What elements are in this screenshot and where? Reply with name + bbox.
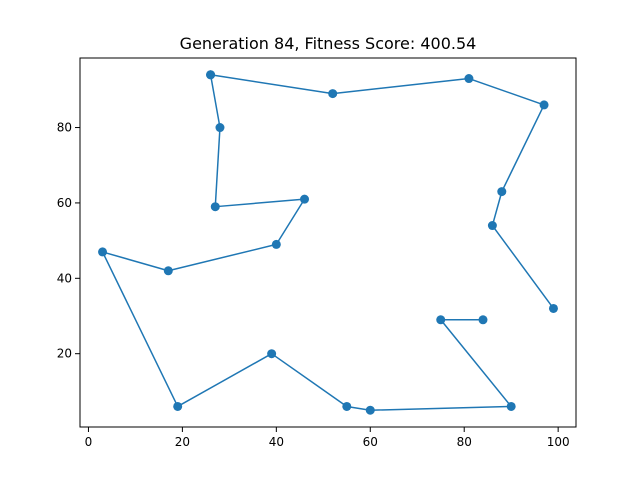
route-line-2 bbox=[101, 74, 512, 411]
x-tick-label: 20 bbox=[175, 435, 190, 449]
y-tick-label: 60 bbox=[57, 196, 72, 210]
x-tick-label: 80 bbox=[457, 435, 472, 449]
city-point bbox=[497, 187, 507, 197]
x-tick-label: 0 bbox=[85, 435, 93, 449]
city-point bbox=[210, 202, 220, 212]
city-point bbox=[478, 315, 488, 325]
axes-frame bbox=[79, 57, 577, 428]
city-point bbox=[487, 221, 497, 231]
city-point bbox=[365, 405, 375, 415]
y-tick-label: 20 bbox=[57, 347, 72, 361]
city-point bbox=[548, 303, 558, 313]
city-point bbox=[300, 194, 310, 204]
city-point bbox=[173, 401, 183, 411]
city-point bbox=[215, 123, 225, 133]
city-point bbox=[539, 100, 549, 110]
city-point bbox=[206, 70, 216, 80]
city-point bbox=[98, 247, 108, 257]
city-point bbox=[436, 315, 446, 325]
x-tick-label: 100 bbox=[547, 435, 570, 449]
x-tick-label: 60 bbox=[363, 435, 378, 449]
city-point bbox=[163, 266, 173, 276]
y-tick-label: 80 bbox=[57, 121, 72, 135]
city-point bbox=[506, 401, 516, 411]
x-tick-label: 40 bbox=[269, 435, 284, 449]
city-point bbox=[328, 89, 338, 99]
city-point bbox=[267, 349, 277, 359]
city-point bbox=[464, 74, 474, 84]
chart-title: Generation 84, Fitness Score: 400.54 bbox=[180, 34, 477, 53]
city-point bbox=[342, 401, 352, 411]
plot-area: 0 20 40 60 80 100 20 40 60 80 bbox=[57, 70, 570, 449]
city-point bbox=[271, 239, 281, 249]
y-tick-label: 40 bbox=[57, 271, 72, 285]
